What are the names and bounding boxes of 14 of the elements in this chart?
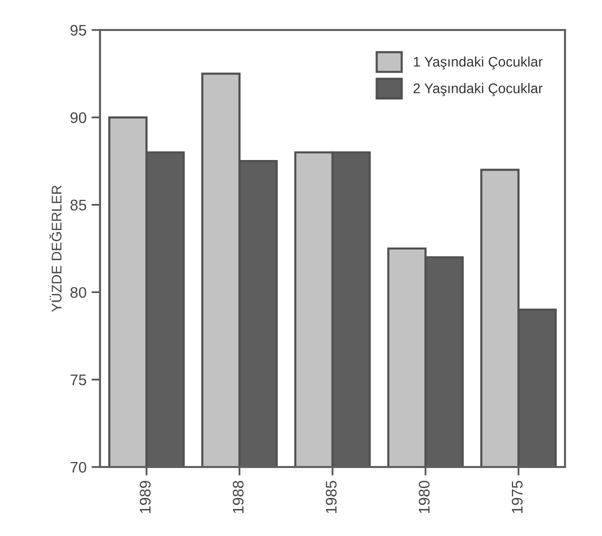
y-axis-title: YÜZDE DEĞERLER [49,185,62,312]
y-tick-label: 90 [70,112,86,124]
y-tick-label: 80 [70,287,86,298]
legend-label: 2 Yaşındaki Çocuklar [414,83,543,96]
y-tick-label: 70 [70,462,86,473]
y-tick-label: 95 [70,24,86,36]
legend-label: 1 Yaşındaki Çocuklar [414,56,543,70]
x-tick-label: 1988 [232,480,244,514]
y-tick-label: 85 [70,200,86,210]
x-tick-label: 1985 [326,480,337,514]
x-tick-label: 1975 [512,480,523,514]
x-tick-label: 1980 [418,480,430,514]
x-tick-label: 1989 [140,480,151,514]
y-tick-label: 75 [70,374,86,386]
